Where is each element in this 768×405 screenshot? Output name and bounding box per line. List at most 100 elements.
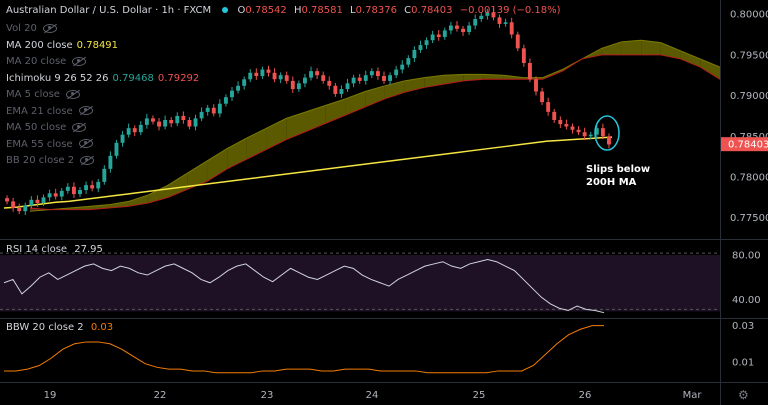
time-tick-label: 25 xyxy=(473,390,486,401)
cloud-span-a xyxy=(29,39,721,212)
candle-body xyxy=(303,77,307,84)
cloud-segment xyxy=(325,98,346,124)
candle-body xyxy=(41,197,46,204)
candle-body xyxy=(163,120,168,127)
candle-body xyxy=(138,124,143,133)
candle-body xyxy=(193,118,198,127)
cloud-segment xyxy=(207,148,228,182)
bbw-tick-label: 0.03 xyxy=(732,321,754,332)
cloud-segment xyxy=(700,58,720,80)
candle-body xyxy=(351,77,356,84)
candle-body xyxy=(497,17,502,24)
candle-body xyxy=(223,97,228,104)
hidden-eye-icon[interactable] xyxy=(72,122,87,132)
candle-body xyxy=(17,207,22,212)
candle-body xyxy=(394,69,399,76)
cloud-segment xyxy=(168,172,188,198)
hidden-eye-icon[interactable] xyxy=(72,56,87,66)
legend-row[interactable]: MA 20 close xyxy=(6,55,87,68)
cloud-segment xyxy=(404,77,425,93)
candle-body xyxy=(96,181,101,189)
legend-row[interactable]: MA 5 close xyxy=(6,88,80,101)
candle-body xyxy=(187,120,192,127)
candle-body xyxy=(418,45,423,50)
candle-body xyxy=(455,25,459,29)
candle-body xyxy=(467,25,472,33)
hidden-eye-icon[interactable] xyxy=(65,89,80,99)
chart-header: Australian Dollar / U.S. Dollar · 1h · F… xyxy=(6,4,561,17)
cloud-segment xyxy=(641,40,661,55)
rsi-tick-label: 40.00 xyxy=(732,295,761,306)
candle-body xyxy=(260,69,265,77)
candle-body xyxy=(576,129,581,133)
candle-body xyxy=(169,120,174,124)
candle-body xyxy=(199,111,204,119)
candle-body xyxy=(284,75,289,81)
candle-body xyxy=(53,193,58,197)
candle-body xyxy=(205,107,210,112)
cloud-segment xyxy=(660,42,681,59)
rsi-label[interactable]: RSI 14 close 27.95 xyxy=(6,244,103,255)
candle-body xyxy=(473,19,478,26)
cloud-segment xyxy=(365,85,385,107)
price-tick-label: 0.77500 xyxy=(730,213,768,224)
legend-row[interactable]: EMA 55 close xyxy=(6,138,93,151)
settings-gear-icon[interactable]: ⚙ xyxy=(738,388,749,402)
candle-body xyxy=(78,190,82,195)
price-tick-label: 0.78000 xyxy=(730,173,768,184)
time-tick-label: 19 xyxy=(44,390,57,401)
symbol-title[interactable]: Australian Dollar / U.S. Dollar · 1h · F… xyxy=(6,5,212,16)
candle-body xyxy=(424,40,429,46)
candle-body xyxy=(296,83,301,90)
hidden-eye-icon[interactable] xyxy=(78,139,93,148)
candle-body xyxy=(607,136,611,145)
candle-body xyxy=(144,118,149,125)
ma200-line xyxy=(3,136,613,209)
candle-body xyxy=(151,118,155,122)
candle-body xyxy=(357,77,362,81)
legend-row[interactable]: EMA 21 close xyxy=(6,105,93,118)
legend-row[interactable]: Ichimoku 9 26 52 26 0.79468 0.79292 xyxy=(6,72,200,84)
candle-body xyxy=(126,128,131,135)
candle-body xyxy=(132,128,137,133)
candle-body xyxy=(333,85,338,94)
candle-body xyxy=(594,128,599,135)
candle-body xyxy=(540,91,545,103)
candle-body xyxy=(327,80,332,86)
candle-body xyxy=(400,64,405,70)
legend-row[interactable]: Vol 20 xyxy=(6,22,57,35)
hidden-eye-icon[interactable] xyxy=(80,155,95,165)
candle-body xyxy=(272,72,277,80)
candle-body xyxy=(461,28,465,33)
candle-body xyxy=(254,72,259,77)
cloud-segment xyxy=(601,41,622,55)
legend-row[interactable]: BB 20 close 2 xyxy=(6,154,95,167)
candle-body xyxy=(114,142,119,156)
candle-body xyxy=(321,75,326,81)
legend-row[interactable]: MA 200 close 0.78491 xyxy=(6,39,119,51)
candle-body xyxy=(90,185,95,189)
candle-body xyxy=(430,34,435,41)
bbw-label[interactable]: BBW 20 close 2 0.03 xyxy=(6,322,114,333)
legend-row[interactable]: MA 50 close xyxy=(6,121,87,134)
cloud-segment xyxy=(384,80,405,99)
candle-body xyxy=(406,58,411,65)
candle-body xyxy=(363,75,368,81)
candle-body xyxy=(23,205,28,212)
hidden-eye-icon[interactable] xyxy=(42,23,57,33)
candle-body xyxy=(84,185,89,191)
cloud-segment xyxy=(286,111,306,140)
candle-body xyxy=(175,115,180,124)
annotation-text: Slips below 200H MA xyxy=(586,164,651,188)
cloud-segment xyxy=(424,75,444,88)
candle-body xyxy=(35,199,40,204)
annotation-ring-group xyxy=(594,115,620,151)
candle-body xyxy=(5,198,9,202)
time-tick-label: 23 xyxy=(261,390,274,401)
cloud-segment xyxy=(483,74,504,80)
candle-body xyxy=(248,72,253,80)
candle-body xyxy=(59,190,64,197)
hidden-eye-icon[interactable] xyxy=(78,106,93,115)
candle-body xyxy=(412,49,417,59)
